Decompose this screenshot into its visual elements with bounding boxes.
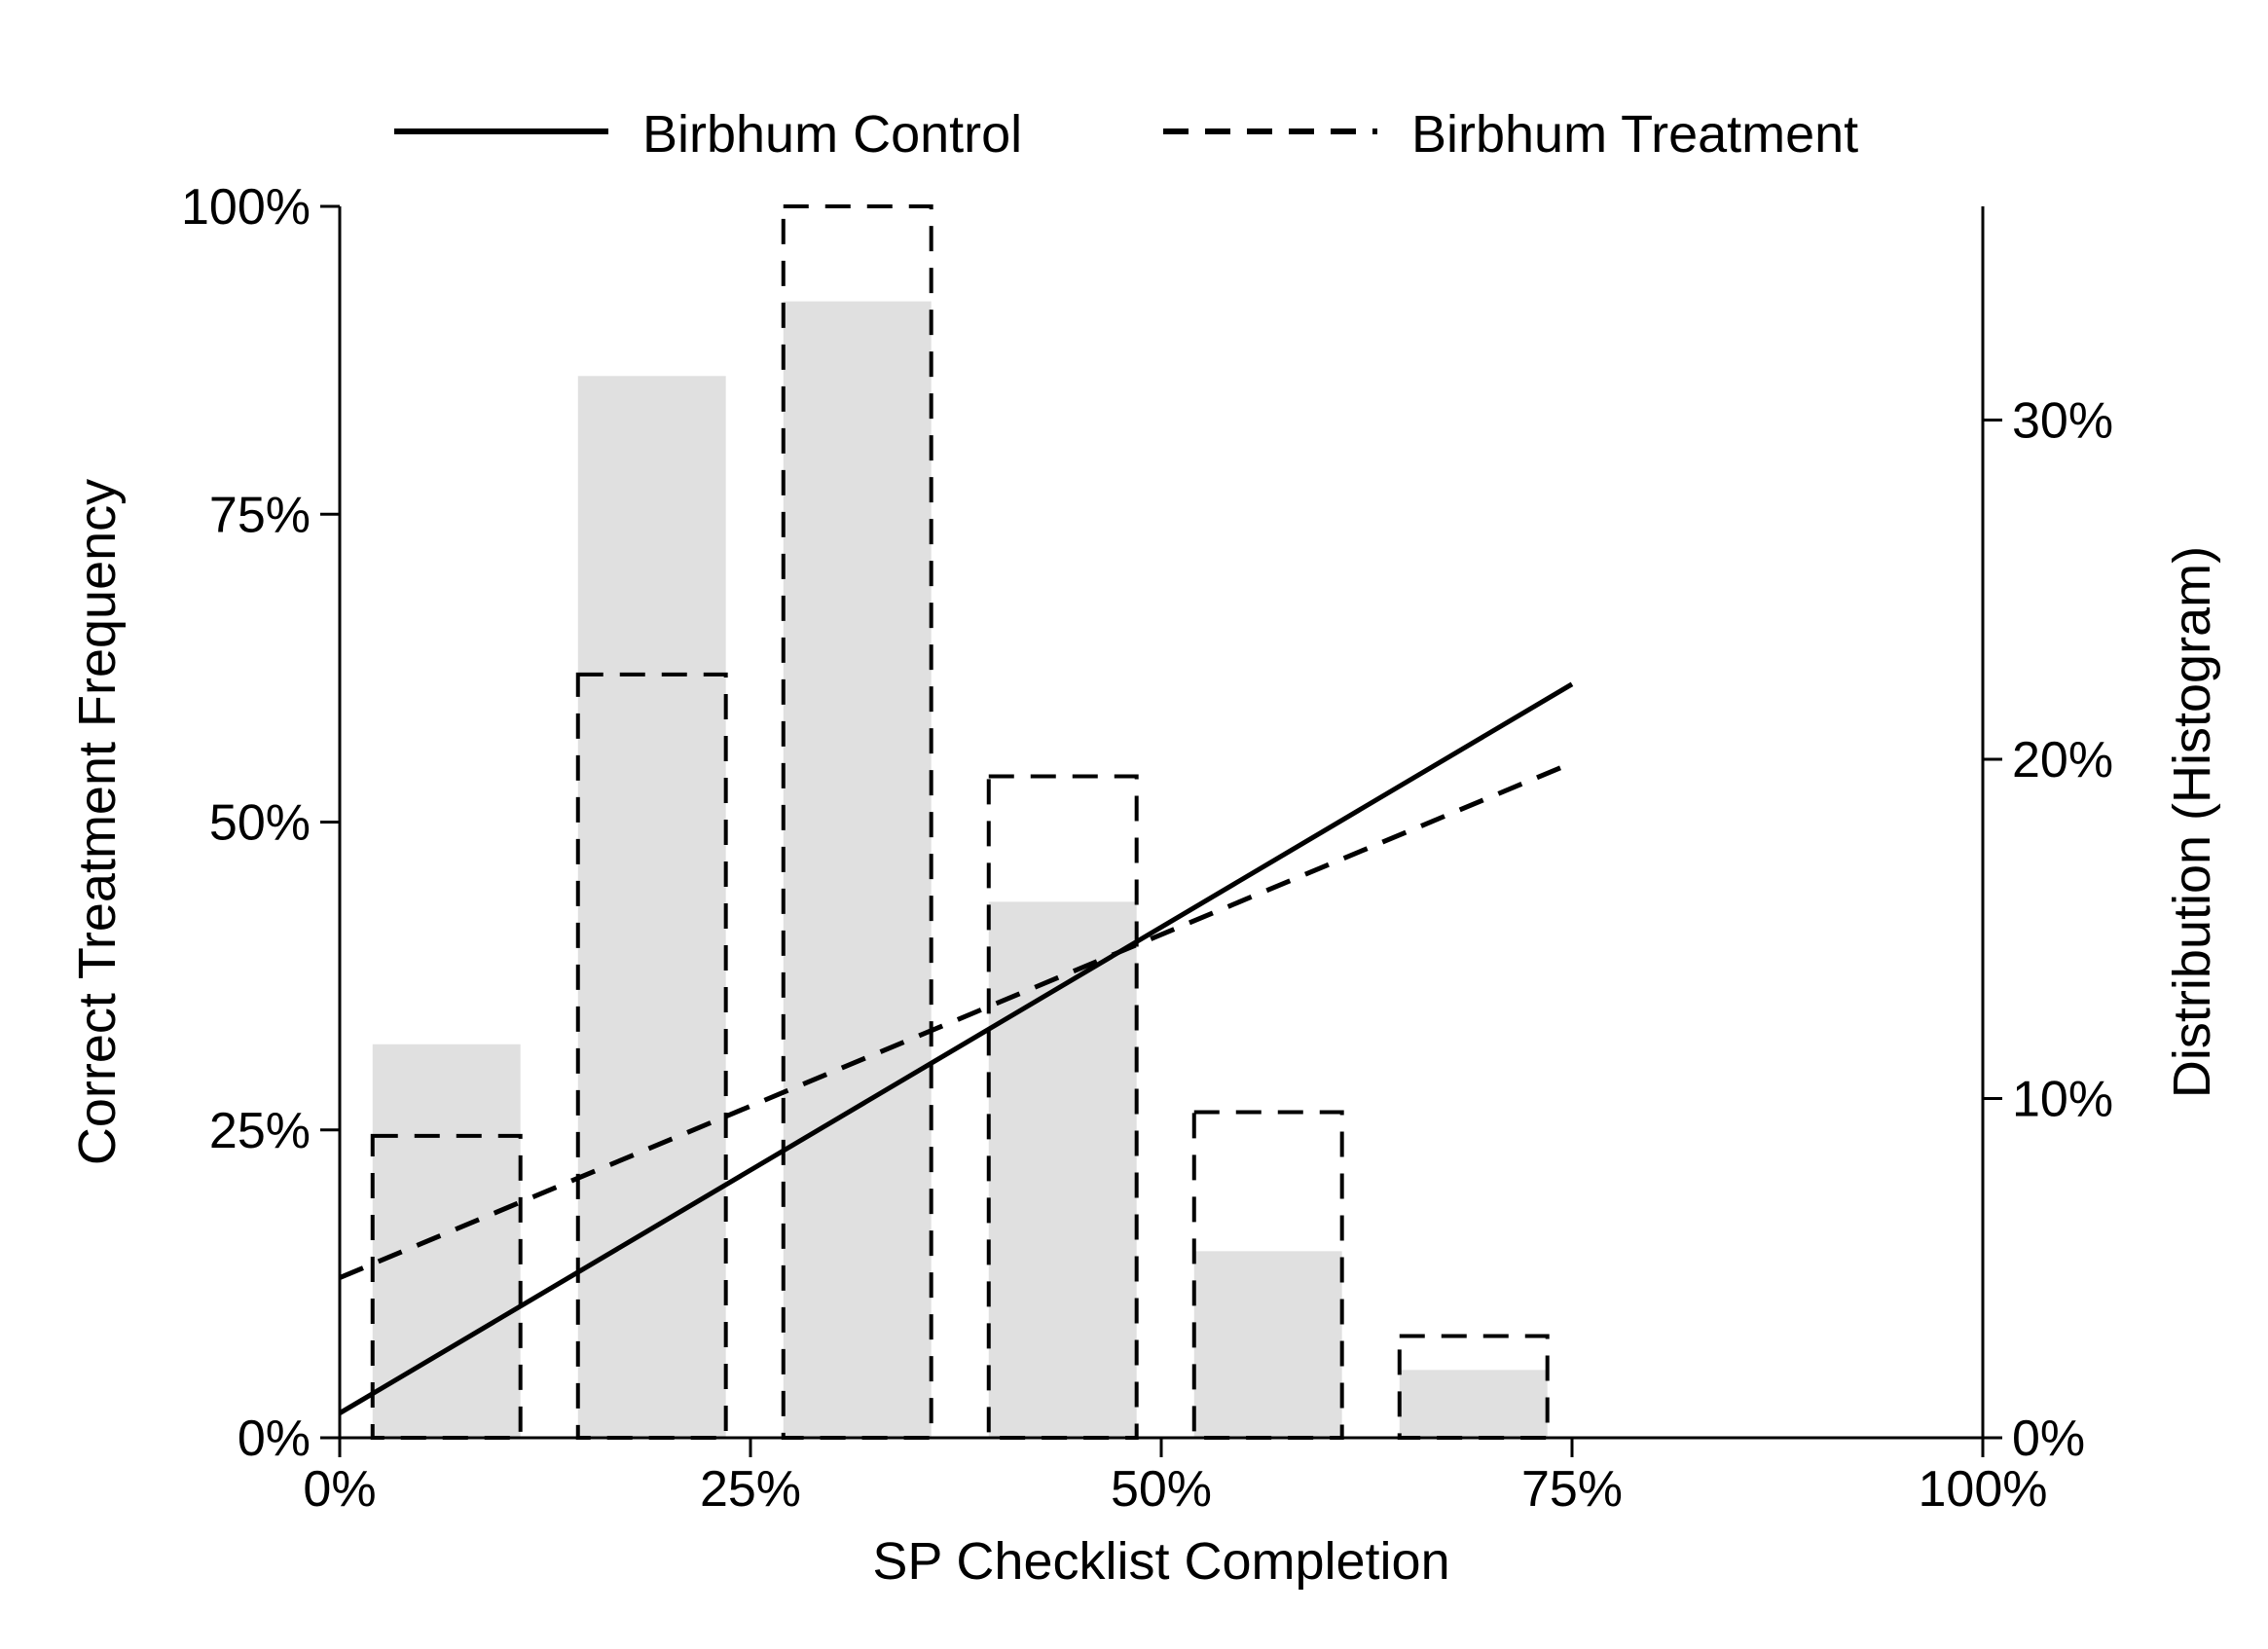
y-left-tick-label-3: 50% [209,795,311,852]
x-axis-label: SP Checklist Completion [872,1532,1449,1591]
control-bar-6 [1399,1370,1548,1438]
y-axis-left-label: Correct Treatment Frequency [68,479,127,1165]
control-bar-5 [1193,1251,1342,1438]
axes [320,204,2002,1457]
x-tick-label-1: 0% [303,1461,376,1518]
y-axis-right-label: Distribution (Histogram) [2163,546,2221,1098]
legend: Birbhum Control Birbhum Treatment [394,105,1858,164]
y-right-tick-label-2: 10% [2012,1072,2113,1128]
tick-labels: 0% 25% 50% 75% 100%0%25%50%75%100%0%10%20%30… [181,179,2113,1518]
x-tick-label-3: 50% [1111,1461,1212,1518]
y-left-tick-label-5: 100% [181,179,311,236]
y-right-tick-label-1: 0% [2012,1411,2085,1467]
x-tick-label-4: 75% [1521,1461,1623,1518]
x-tick-label-2: 25% [700,1461,801,1518]
legend-control-label: Birbhum Control [642,105,1022,164]
control-histogram-bars [372,301,1548,1439]
control-bar-4 [988,901,1137,1438]
y-left-tick-label-2: 25% [209,1103,311,1159]
control-fit-line [338,681,1574,1415]
control-bar-1 [372,1044,521,1438]
fit-lines [338,681,1574,1415]
y-right-tick-label-4: 30% [2012,393,2113,450]
y-left-tick-label-1: 0% [238,1411,311,1467]
control-bar-2 [577,376,726,1438]
x-tick-label-5: 100% [1919,1461,2048,1518]
control-bar-3 [783,301,932,1439]
y-left-tick-label-4: 75% [209,487,311,543]
legend-treatment-label: Birbhum Treatment [1411,105,1858,164]
treatment-fit-line [339,760,1573,1280]
treatment-histogram-bars [370,204,1550,1441]
y-right-tick-label-3: 20% [2012,732,2113,788]
treatment-bar-3 [781,204,933,1440]
